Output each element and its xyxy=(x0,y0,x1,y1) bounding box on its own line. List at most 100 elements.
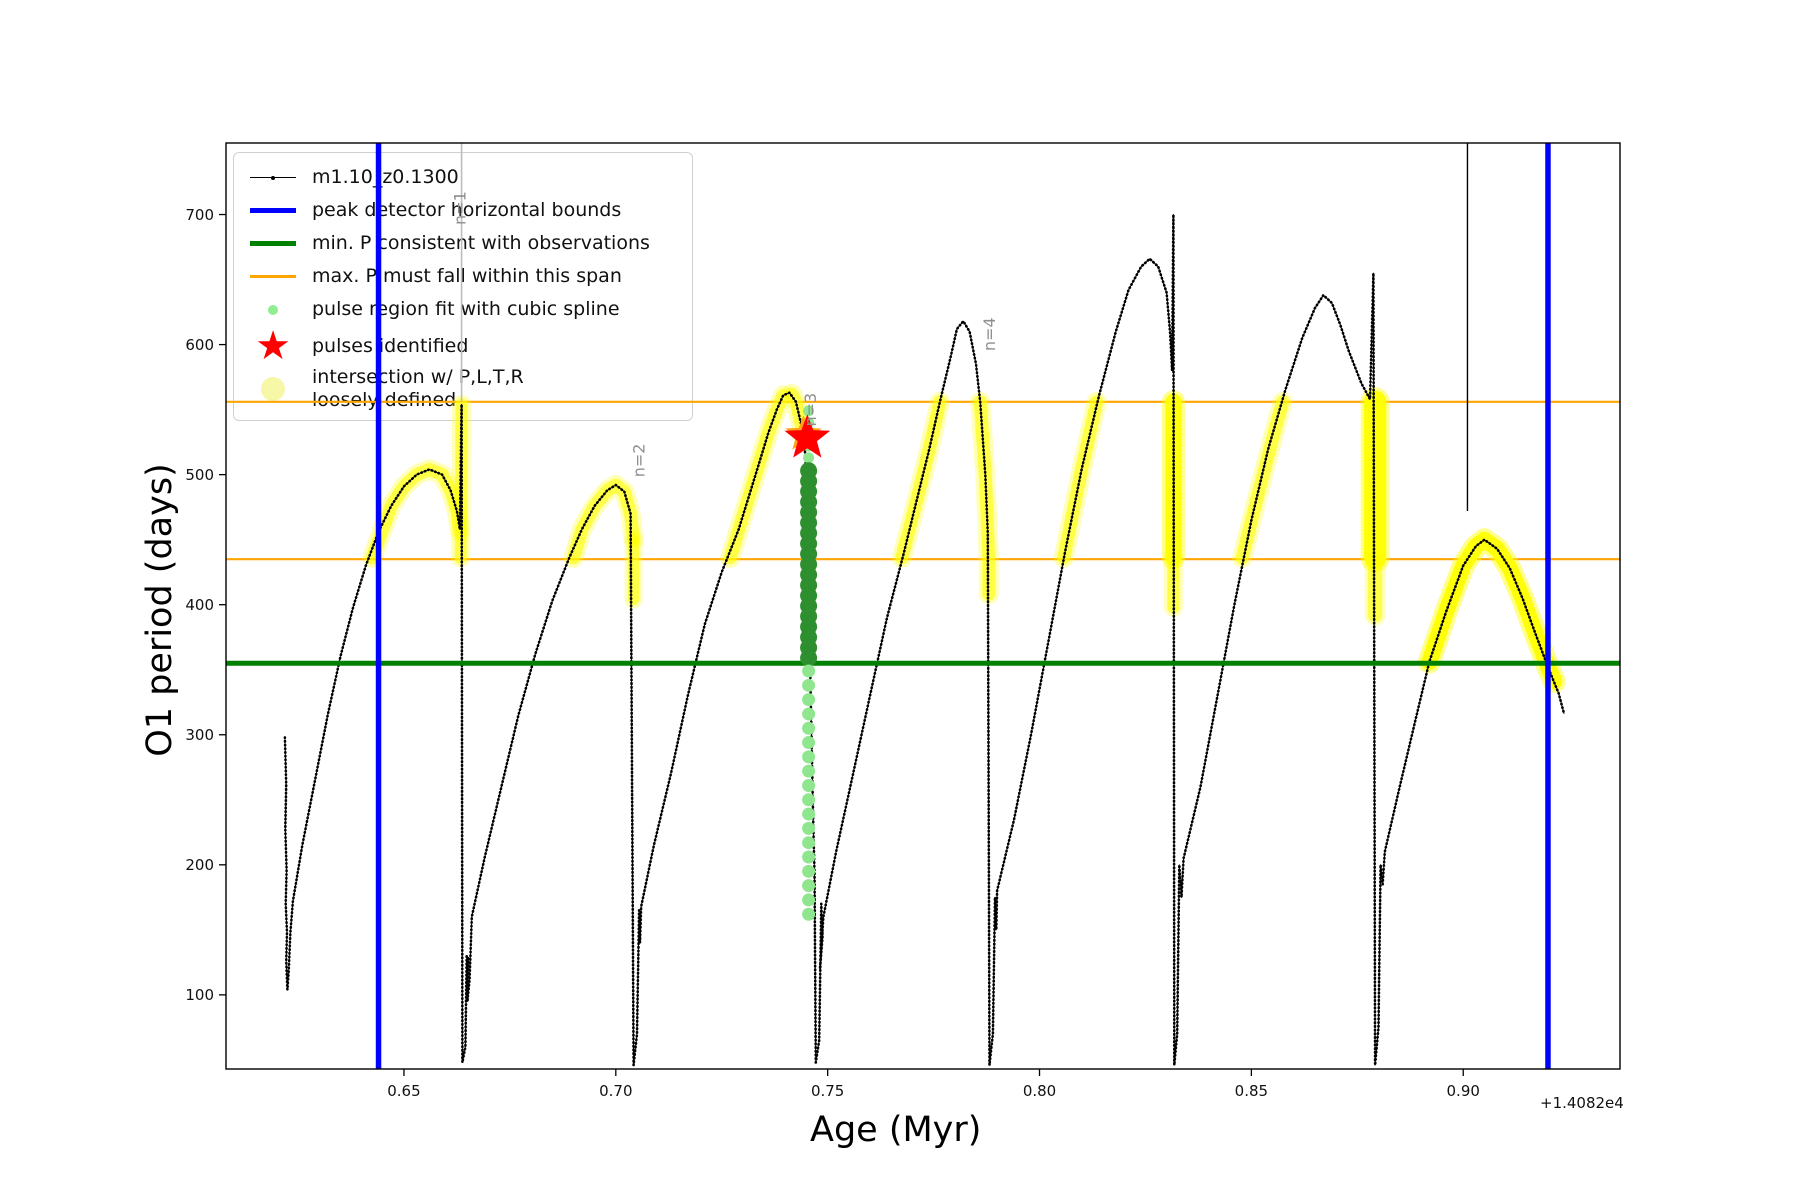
spline-dot-dark xyxy=(800,535,818,553)
pulse-identified-star xyxy=(784,414,831,458)
spline-dot-light_below xyxy=(802,879,816,893)
x-axis-offset-text: +1.4082e4 xyxy=(1540,1094,1624,1112)
yellow-halo-11 xyxy=(1232,391,1293,568)
y-tick-label: 700 xyxy=(185,205,214,224)
spline-dot-dark xyxy=(800,607,818,625)
x-tick-label: 0.90 xyxy=(1446,1082,1480,1100)
yellow-halo-1 xyxy=(451,394,472,568)
spline-dot-dark xyxy=(800,545,818,563)
legend-item-label: pulses identified xyxy=(312,334,469,357)
spline-dot-dark xyxy=(800,472,818,490)
spline-dot-light_below xyxy=(802,807,816,821)
yellow-halo-4 xyxy=(720,385,794,568)
yellow-halo-2 xyxy=(563,475,644,568)
x-tick-label: 0.80 xyxy=(1022,1082,1057,1100)
legend-item-5: ★ pulses identified xyxy=(244,326,682,366)
legend-item-1: peak detector horizontal bounds xyxy=(244,194,682,227)
n-label: n=4 xyxy=(980,317,999,351)
spline-dot-light_below xyxy=(802,793,816,807)
spline-dot-dark xyxy=(800,555,818,573)
y-tick-label: 400 xyxy=(185,595,214,614)
spline-dot-light_below xyxy=(802,893,816,907)
line-sample-icon xyxy=(244,241,302,246)
yellow-halo-14 xyxy=(1417,528,1566,693)
spline-dot-light_below xyxy=(802,836,816,850)
x-tick-label: 0.70 xyxy=(599,1082,633,1100)
spline-dot-dark xyxy=(800,514,818,532)
legend-item-label: intersection w/ P,L,T,R loosely defined xyxy=(312,366,524,411)
y-axis-label: O1 period (days) xyxy=(140,463,180,757)
line-sample-icon xyxy=(244,208,302,213)
spline-dot-light_above xyxy=(803,405,815,417)
line-sample-icon xyxy=(244,275,302,278)
spline-dot-dark xyxy=(800,618,818,636)
legend-item-2: min. P consistent with observations xyxy=(244,227,682,260)
yellow-segment-8 xyxy=(1057,395,1104,565)
spline-dot-light_below xyxy=(802,821,816,835)
spline-dot-dark xyxy=(800,566,818,584)
spline-dot-light_below xyxy=(802,707,816,721)
legend-item-3: max. P must fall within this span xyxy=(244,260,682,293)
spline-dot-light_below xyxy=(802,678,816,692)
legend-item-label: pulse region fit with cubic spline xyxy=(312,298,620,320)
yellow-segment-11 xyxy=(1235,395,1290,565)
spline-dot-dark xyxy=(800,597,818,615)
yellow-segment-6 xyxy=(895,395,947,565)
legend-item-0: m1.10_z0.1300 xyxy=(244,161,682,194)
spline-dot-dark xyxy=(800,493,818,511)
yellow-segment-4 xyxy=(723,388,790,565)
spline-dot-light_below xyxy=(802,721,816,735)
pulse-candidate-star xyxy=(785,415,822,450)
legend-item-label: m1.10_z0.1300 xyxy=(312,166,459,188)
spline-dot-dark xyxy=(800,587,818,605)
spline-dot-dark xyxy=(800,639,818,657)
spline-dot-light_below xyxy=(802,764,816,778)
spline-dot-light_above xyxy=(803,417,815,429)
dot-icon xyxy=(244,304,302,315)
line-sample-icon xyxy=(244,175,302,180)
yellow-halo-0 xyxy=(362,459,470,568)
star-icon: ★ xyxy=(255,323,291,369)
legend-item-label: min. P consistent with observations xyxy=(312,232,650,254)
yellow-segment-7 xyxy=(973,395,996,601)
x-tick-label: 0.85 xyxy=(1234,1082,1269,1100)
spline-dot-dark xyxy=(800,462,818,480)
yellow-segment-14 xyxy=(1421,531,1563,690)
y-tick-label: 200 xyxy=(185,855,214,874)
spline-dot-light_below xyxy=(802,693,816,707)
spline-dot-dark xyxy=(800,483,818,501)
spline-dot-dark xyxy=(800,649,818,667)
spline-dot-dark xyxy=(800,628,818,646)
spline-dot-dark xyxy=(800,524,818,542)
x-tick-label: 0.75 xyxy=(810,1082,845,1100)
n-label: n=3 xyxy=(801,393,820,427)
x-axis-label: Age (Myr) xyxy=(810,1110,982,1150)
spline-dot-light_below xyxy=(802,907,816,921)
y-tick-label: 100 xyxy=(185,985,214,1004)
y-tick-label: 500 xyxy=(185,465,214,484)
yellow-segment-2 xyxy=(566,478,641,565)
dot-icon xyxy=(244,377,302,401)
yellow-segment-1 xyxy=(454,398,468,564)
yellow-halo-7 xyxy=(970,391,999,605)
x-tick-label: 0.65 xyxy=(387,1082,421,1100)
spline-dot-light_below xyxy=(802,736,816,750)
legend-item-label: peak detector horizontal bounds xyxy=(312,199,622,221)
spline-dot-light_below xyxy=(802,750,816,764)
y-tick-label: 300 xyxy=(185,725,214,744)
spline-dot-dark xyxy=(800,503,818,521)
spline-dot-light_below xyxy=(802,850,816,864)
spline-dot-light_below xyxy=(802,864,816,878)
yellow-halo-8 xyxy=(1053,391,1107,568)
spline-dot-light_below xyxy=(802,778,816,792)
spline-dot-dark xyxy=(800,576,818,594)
spline-dot-light_above xyxy=(803,440,815,452)
legend-item-6: intersection w/ P,L,T,R loosely defined xyxy=(244,366,682,412)
spline-dot-light_above xyxy=(803,452,815,464)
legend-item-label: max. P must fall within this span xyxy=(312,265,622,287)
spline-dot-light_below xyxy=(802,664,816,678)
legend-item-4: pulse region fit with cubic spline xyxy=(244,293,682,326)
yellow-segment-5 xyxy=(785,387,811,448)
